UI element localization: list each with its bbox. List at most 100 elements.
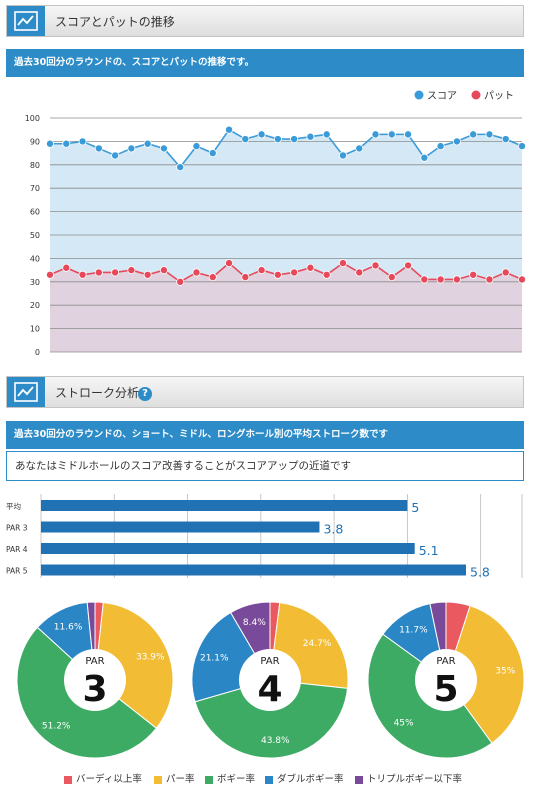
y-tick-label: 40 [30,254,40,263]
score-point [322,130,331,139]
score-point [192,142,201,151]
putt-point [111,268,120,277]
bar-category-label: PAR 4 [6,545,28,554]
putt-point [518,275,527,284]
bar-value-label: 5.8 [470,565,490,580]
putt-point [159,266,168,275]
y-tick-label: 30 [30,278,40,287]
score-point [143,139,152,148]
putt-point [94,268,103,277]
putt-point [371,261,380,270]
legend-swatch [355,775,363,784]
putt-point [306,263,315,272]
score-point [387,130,396,139]
legend-score-marker [414,90,424,100]
score-point [452,137,461,146]
putt-point [225,259,234,268]
pie-slice-label: 21.1% [200,654,229,664]
bar-value-label: 5.1 [419,543,439,558]
y-tick-label: 0 [35,348,40,357]
score-point [176,163,185,172]
score-point [404,130,413,139]
legend-swatch [154,775,162,784]
pie-slice-label: 45% [394,718,414,728]
legend-putt-label: パット [484,90,514,102]
score-point [208,149,217,158]
bar-category-label: PAR 3 [6,524,28,533]
putt-point [62,263,71,272]
hole-result-pie-charts: 33.9% 51.2% 11.6% PAR 3 24.7% 43.8% 21.1% 8.4% PA… [16,601,525,759]
score-point [225,125,234,134]
score-point [127,144,136,153]
legend-item: トリプルボギー以下率 [355,771,462,785]
pie-slice-label: 24.7% [303,639,332,649]
legend-swatch [64,775,72,784]
pie-slice-label: 43.8% [261,736,290,746]
legend-swatch [265,775,273,784]
pie-slice [445,605,525,744]
putt-point [338,259,347,268]
section-title: ストローク分析 [55,386,140,400]
putt-point [469,270,478,279]
putt-point [404,261,413,270]
bar [41,521,320,533]
putt-point [176,277,185,286]
legend-putt-marker [471,90,481,100]
putt-point [387,273,396,282]
y-tick-label: 60 [30,208,40,217]
score-point [111,151,120,160]
putt-point [46,270,55,279]
pie-center-hole [239,649,301,711]
score-point [436,142,445,151]
legend-item: パー率 [154,771,195,785]
score-point [306,132,315,141]
score-point [420,153,429,162]
score-point [78,137,87,146]
pie-center-hole [415,649,477,711]
score-point [371,130,380,139]
bar-category-label: PAR 5 [6,567,28,576]
score-point [257,130,266,139]
legend-label: ダブルボギー率 [277,774,344,785]
putt-point [241,273,250,282]
chart-icon [7,6,45,36]
stroke-bar-chart: 平均 5 PAR 3 3.8 PAR 4 5.1 PAR 5 5.8 [6,494,523,580]
putt-point [78,270,87,279]
score-point [273,135,282,144]
score-putt-line-chart: 0 10 20 30 40 50 60 70 80 90 100 スコア パット [25,90,527,357]
legend-label: トリプルボギー以下率 [367,774,463,785]
pie-center-hole [64,649,126,711]
chart-icon [7,377,45,407]
legend-item: ダブルボギー率 [265,771,344,785]
score-point [355,144,364,153]
pie-slice-label: 35% [495,667,515,677]
score-point [290,135,299,144]
score-point [241,135,250,144]
y-tick-label: 100 [25,114,40,123]
score-point [159,144,168,153]
legend-swatch [205,775,213,784]
legend-score-label: スコア [427,91,457,102]
putt-area [50,263,522,352]
putt-point [420,275,429,284]
y-tick-label: 20 [30,301,40,310]
stroke-banner: 過去30回分のラウンドの、ショート、ミドル、ロングホール別の平均ストローク数です [6,421,524,449]
y-tick-label: 80 [30,161,40,170]
y-tick-label: 10 [30,325,40,334]
score-point [518,142,527,151]
pie-center-label: PAR [436,656,455,667]
bar-value-label: 5 [411,500,419,515]
putt-point [273,270,282,279]
putt-point [452,275,461,284]
advice-text: あなたはミドルホールのスコア改善することがスコアアップの近道です [6,451,524,481]
bar [41,543,415,554]
score-point [501,135,510,144]
score-point [62,139,71,148]
putt-point [501,268,510,277]
help-icon[interactable]: ? [138,387,152,401]
legend-item: ボギー率 [205,771,255,785]
putt-point [208,273,217,282]
score-point [338,151,347,160]
bar [41,564,466,576]
pie-center-label: PAR [85,656,104,667]
